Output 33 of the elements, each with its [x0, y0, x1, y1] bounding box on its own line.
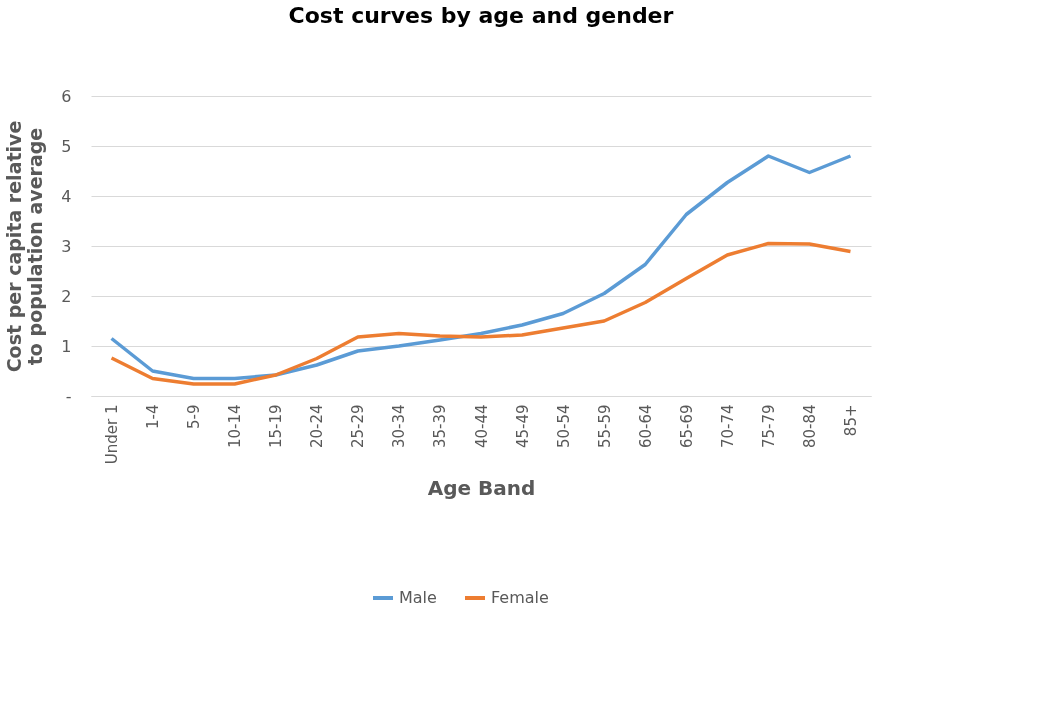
- x-tick-label: 85+: [841, 404, 860, 437]
- x-tick-label: Under 1: [103, 404, 122, 465]
- legend-label: Female: [491, 588, 549, 607]
- x-tick-label: 25-29: [349, 404, 368, 449]
- x-axis-title: Age Band: [427, 476, 536, 501]
- y-tick-label: 1: [61, 336, 72, 356]
- x-tick-label: 55-59: [595, 404, 614, 449]
- x-tick-label: 40-44: [472, 404, 491, 449]
- line-series: [109, 241, 853, 386]
- y-tick-label: 2: [61, 286, 72, 306]
- y-tick-label: 5: [61, 136, 72, 156]
- x-tick-label: 75-79: [759, 404, 778, 449]
- x-tick-label: 1-4: [144, 404, 163, 429]
- x-tick-label: 50-54: [554, 404, 573, 449]
- x-tick-label: 5-9: [185, 404, 204, 429]
- x-tick-label: 10-14: [226, 404, 245, 449]
- x-tick-label: 45-49: [513, 404, 532, 449]
- x-tick-label: 80-84: [800, 404, 819, 449]
- y-tick-label: -: [65, 386, 72, 406]
- x-tick-label: 35-39: [431, 404, 450, 449]
- x-tick-label: 15-19: [267, 404, 286, 449]
- y-tick-label: 4: [61, 186, 72, 206]
- x-tick-label: 20-24: [308, 404, 327, 449]
- y-tick-label: 3: [61, 236, 72, 256]
- y-axis-title: Cost per capita relative to population average: [3, 120, 47, 373]
- line-series: [109, 154, 853, 381]
- y-tick-label: 6: [61, 86, 72, 106]
- legend-label: Male: [399, 588, 437, 607]
- x-tick-label: 60-64: [636, 404, 655, 449]
- chart-title: Cost curves by age and gender: [288, 3, 674, 28]
- x-tick-label: 65-69: [677, 404, 696, 449]
- x-tick-label: 30-34: [390, 404, 409, 449]
- x-tick-label: 70-74: [718, 404, 737, 449]
